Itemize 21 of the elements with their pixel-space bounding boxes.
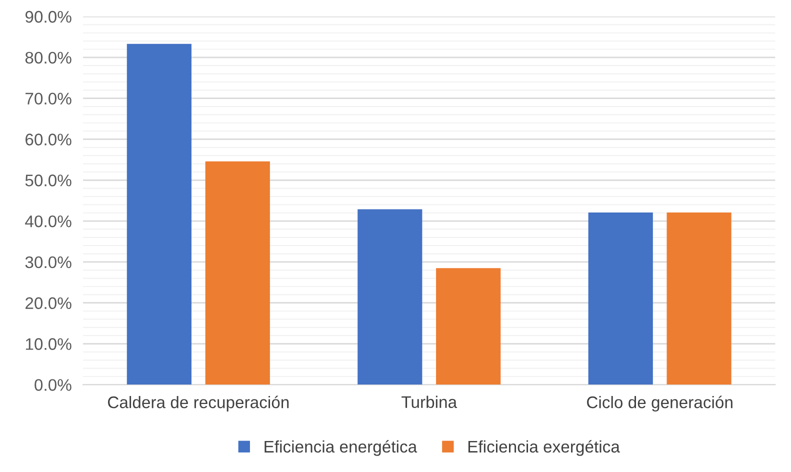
x-tick-label: Caldera de recuperación [108, 396, 289, 412]
y-tick-label: 10.0% [26, 338, 72, 350]
x-tick-label: Ciclo de generación [587, 396, 732, 412]
bar [436, 268, 501, 385]
y-tick-label: 20.0% [26, 297, 72, 310]
x-tick-label: Turbina [402, 396, 458, 408]
y-tick-label: 40.0% [25, 215, 72, 228]
y-tick-label: 90.0% [25, 10, 72, 23]
bar [666, 212, 732, 385]
y-tick-label: 50.0% [25, 174, 72, 186]
bar [205, 161, 270, 385]
y-tick-label: 0.0% [34, 379, 72, 391]
legend-label: Eficiencia energética [264, 440, 418, 456]
bar [588, 212, 653, 385]
bar [126, 44, 192, 385]
y-tick-label: 80.0% [25, 52, 72, 64]
legend-label: Eficiencia exergética [468, 440, 620, 456]
bar [358, 209, 422, 385]
y-tick-label: 70.0% [26, 92, 72, 105]
y-tick-label: 60.0% [26, 134, 72, 146]
y-tick-label: 30.0% [25, 256, 72, 268]
